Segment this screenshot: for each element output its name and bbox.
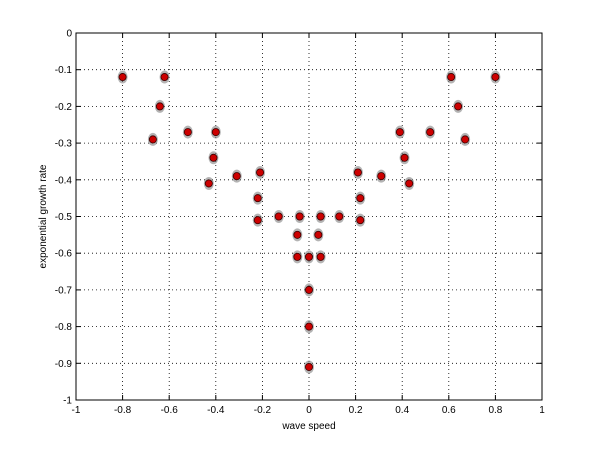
y-axis-label: exponential growth rate: [38, 164, 49, 268]
y-tick-label: -0.3: [55, 139, 73, 150]
scatter-point: [182, 125, 193, 139]
scatter-point: [425, 125, 436, 139]
scatter-point: [255, 165, 266, 179]
x-tick-label: 0: [306, 405, 312, 416]
scatter-point: [304, 320, 314, 334]
scatter-point: [292, 250, 303, 264]
scatter-point: [147, 132, 158, 146]
scatter-point: [355, 213, 366, 227]
x-tick-label: -0.2: [254, 405, 272, 416]
y-tick-label: -0.8: [55, 322, 73, 333]
data-points: [117, 70, 501, 374]
scatter-point: [208, 151, 219, 165]
y-tick-label: -0.2: [55, 102, 73, 113]
x-tick-label: -0.6: [161, 405, 179, 416]
x-tick-label: -0.4: [207, 405, 225, 416]
scatter-point: [315, 250, 326, 264]
grid-lines: [76, 33, 542, 400]
y-tick-label: -0.5: [55, 212, 73, 223]
scatter-point: [334, 210, 345, 223]
scatter-point: [404, 176, 415, 190]
y-tick-label: -0.7: [55, 285, 73, 296]
y-tick-label: 0: [66, 29, 72, 40]
scatter-point: [460, 132, 471, 146]
scatter-point: [446, 70, 457, 84]
x-axis-label: wave speed: [281, 421, 335, 432]
scatter-point: [399, 151, 410, 165]
x-tick-labels: -1 -0.8 -0.6 -0.4 -0.2 0 0.2 0.4 0.6 0.8 1: [72, 405, 546, 416]
x-tick-label: -1: [72, 405, 81, 416]
x-tick-label: -0.8: [114, 405, 132, 416]
scatter-point: [352, 165, 363, 179]
scatter-point: [490, 70, 501, 84]
scatter-point: [154, 99, 165, 113]
scatter-point: [273, 210, 284, 223]
x-tick-label: 0.4: [395, 405, 409, 416]
scatter-point: [304, 360, 314, 374]
scatter-point: [210, 125, 221, 139]
scatter-point: [304, 283, 314, 297]
y-tick-label: -0.6: [55, 249, 73, 260]
y-tick-label: -0.1: [55, 65, 73, 76]
y-tick-label: -1: [63, 396, 72, 407]
y-tick-label: -0.9: [55, 359, 73, 370]
scatter-point: [159, 70, 170, 84]
x-tick-label: 0.6: [442, 405, 456, 416]
y-tick-label: -0.4: [55, 175, 73, 186]
scatter-point: [313, 228, 324, 242]
scatter-point: [203, 176, 214, 190]
scatter-point: [376, 169, 387, 183]
scatter-point: [453, 99, 464, 113]
scatter-point: [252, 213, 263, 227]
scatter-point: [231, 169, 242, 183]
scatter-point: [315, 210, 326, 223]
x-tick-label: 0.2: [349, 405, 363, 416]
x-tick-label: 0.8: [488, 405, 502, 416]
y-tick-labels: 0 -0.1 -0.2 -0.3 -0.4 -0.5 -0.6 -0.7 -0.8 -0.9 -1: [55, 29, 73, 407]
scatter-point: [294, 210, 305, 223]
scatter-point: [355, 191, 366, 205]
scatter-point: [292, 228, 303, 242]
scatter-point: [252, 191, 263, 205]
scatter-point: [117, 70, 128, 84]
x-tick-label: 1: [539, 405, 545, 416]
axis-ticks: [75, 32, 543, 401]
scatter-point: [304, 250, 314, 264]
scatter-point: [394, 125, 405, 139]
